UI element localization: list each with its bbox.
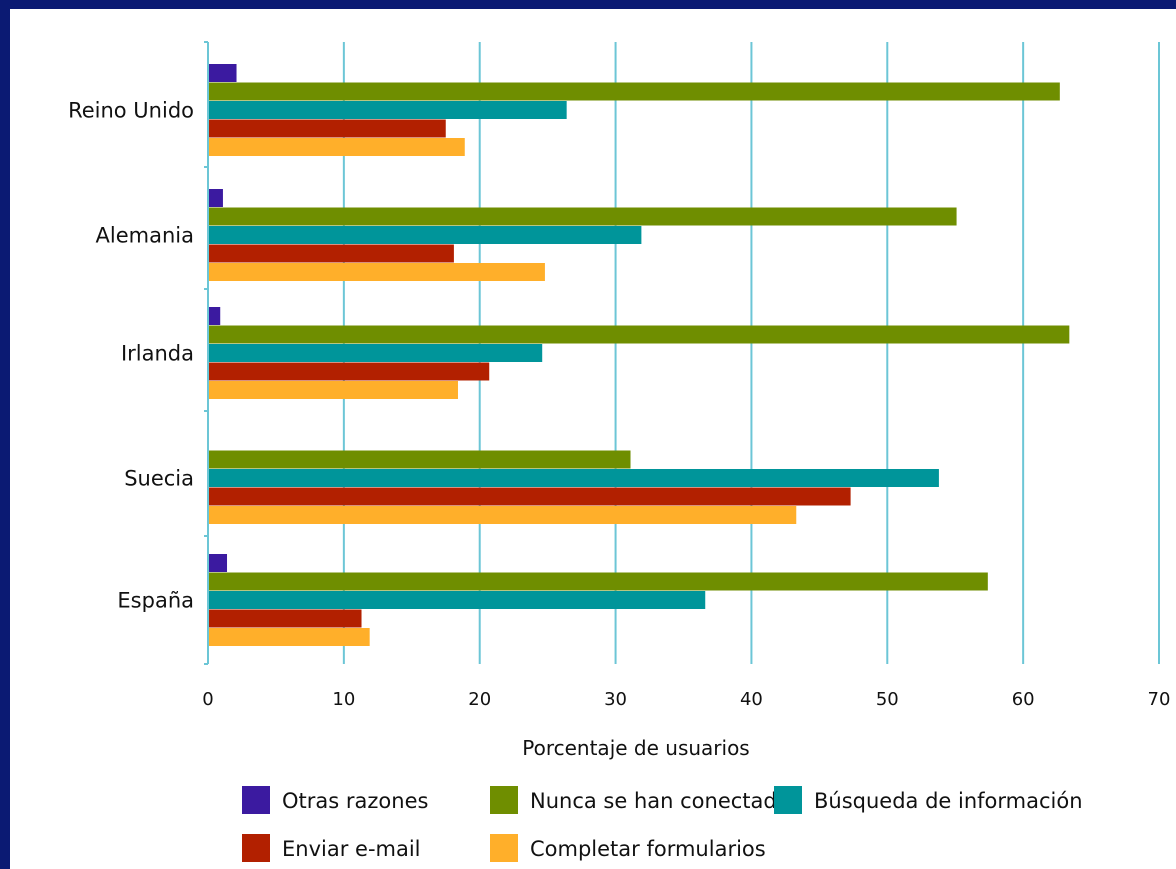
x-tick-labels: 0 10 20 30 40 50 60 70 xyxy=(202,689,1170,710)
legend-label-busqueda-de-informacion: Búsqueda de información xyxy=(814,789,1083,813)
bar-espana-otras-razones xyxy=(208,554,228,572)
x-tick-label-0: 0 xyxy=(202,689,213,710)
chart-frame: Reino Unido Alemania Irlanda Suecia España 0… xyxy=(10,9,1176,869)
bar-reino-unido-otras-razones xyxy=(208,64,237,82)
legend-swatch-otras-razones xyxy=(242,786,270,814)
bar-alemania-enviar-e-mail xyxy=(208,244,454,263)
legend-swatch-enviar-e-mail xyxy=(242,834,270,862)
category-label-alemania: Alemania xyxy=(96,223,194,247)
bar-alemania-busqueda-de-informacion xyxy=(208,226,642,244)
x-tick-label-60: 60 xyxy=(1012,689,1035,710)
bar-reino-unido-busqueda-de-informacion xyxy=(208,101,567,119)
legend: Otras razones Nunca se han conectado Búsqu… xyxy=(242,786,1083,862)
legend-label-otras-razones: Otras razones xyxy=(282,789,428,813)
bar-irlanda-completar-formularios xyxy=(208,381,458,399)
x-tick-label-10: 10 xyxy=(332,689,355,710)
category-label-reino-unido: Reino Unido xyxy=(68,98,194,122)
x-tick-label-50: 50 xyxy=(876,689,899,710)
x-tick-label-40: 40 xyxy=(740,689,763,710)
category-labels: Reino Unido Alemania Irlanda Suecia España xyxy=(68,98,194,612)
bar-suecia-completar-formularios xyxy=(208,506,797,524)
bar-reino-unido-completar-formularios xyxy=(208,138,465,156)
bar-alemania-nunca-se-han-conectado xyxy=(208,207,957,226)
legend-label-completar-formularios: Completar formularios xyxy=(530,837,766,861)
bar-chart: Reino Unido Alemania Irlanda Suecia España 0… xyxy=(68,41,1170,862)
x-tick-label-70: 70 xyxy=(1148,689,1171,710)
bar-reino-unido-nunca-se-han-conectado xyxy=(208,82,1060,101)
bar-suecia-enviar-e-mail xyxy=(208,487,851,506)
bar-alemania-completar-formularios xyxy=(208,263,545,281)
bar-irlanda-nunca-se-han-conectado xyxy=(208,325,1070,344)
bar-irlanda-busqueda-de-informacion xyxy=(208,344,543,362)
category-label-espana: España xyxy=(117,588,194,612)
bar-alemania-otras-razones xyxy=(208,189,223,207)
bar-reino-unido-enviar-e-mail xyxy=(208,119,446,138)
bar-espana-nunca-se-han-conectado xyxy=(208,572,988,591)
x-tick-label-20: 20 xyxy=(468,689,491,710)
x-axis-title: Porcentaje de usuarios xyxy=(522,736,749,760)
legend-label-nunca-se-han-conectado: Nunca se han conectado xyxy=(530,789,790,813)
bar-irlanda-otras-razones xyxy=(208,307,221,325)
x-tick-label-30: 30 xyxy=(604,689,627,710)
bar-espana-enviar-e-mail xyxy=(208,609,362,628)
category-label-suecia: Suecia xyxy=(124,466,194,490)
legend-swatch-nunca-se-han-conectado xyxy=(490,786,518,814)
bar-espana-completar-formularios xyxy=(208,628,370,646)
bar-suecia-nunca-se-han-conectado xyxy=(208,450,631,469)
y-axis xyxy=(204,41,209,665)
category-label-irlanda: Irlanda xyxy=(121,341,194,365)
gridlines xyxy=(342,42,1160,664)
legend-swatch-busqueda-de-informacion xyxy=(774,786,802,814)
legend-swatch-completar-formularios xyxy=(490,834,518,862)
bars xyxy=(208,64,1070,646)
bar-suecia-busqueda-de-informacion xyxy=(208,469,939,487)
bar-irlanda-enviar-e-mail xyxy=(208,362,490,381)
legend-label-enviar-e-mail: Enviar e-mail xyxy=(282,837,421,861)
bar-espana-busqueda-de-informacion xyxy=(208,591,706,609)
